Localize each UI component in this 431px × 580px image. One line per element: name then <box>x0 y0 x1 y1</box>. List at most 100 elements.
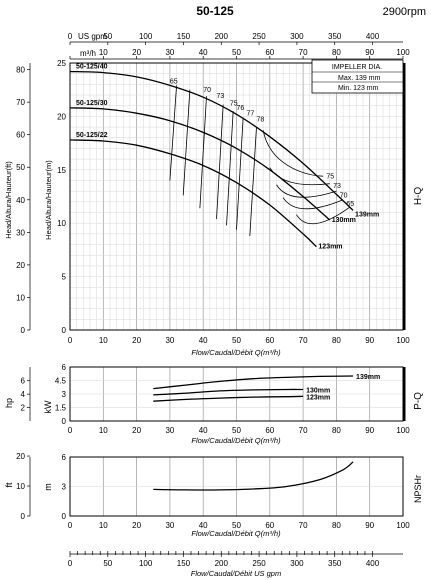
pq-kw-label: kW <box>43 400 53 414</box>
efficiency-label: 70 <box>340 193 348 200</box>
efficiency-label: 73 <box>217 93 225 100</box>
hq-y-tick-label: 5 <box>62 273 67 282</box>
npsh-x-tick-label: 10 <box>99 521 108 530</box>
efficiency-line <box>296 206 350 225</box>
impeller-max: Max. 139 mm <box>338 75 381 82</box>
ft-tick-label: 10 <box>16 293 25 302</box>
bottom-axis-tick-label: 100 <box>139 559 153 568</box>
ft-tick-label: 30 <box>16 228 25 237</box>
top-usgpm-tick-label: 50 <box>103 32 112 41</box>
ft-tick-label: 80 <box>16 66 25 75</box>
npsh-x-tick-label: 50 <box>232 521 241 530</box>
efficiency-label: 70 <box>203 87 211 94</box>
efficiency-peak-line <box>262 130 324 177</box>
pq-x-tick-label: 20 <box>132 426 141 435</box>
bottom-axis-tick-label: 50 <box>103 559 112 568</box>
npsh-ft-tick-label: 0 <box>21 512 26 521</box>
impeller-min: Min. 123 mm <box>338 85 379 92</box>
efficiency-line <box>236 117 244 230</box>
top-usgpm-unit: US gpm <box>78 32 107 41</box>
pq-curve-139mm <box>153 375 354 390</box>
bottom-axis-tick-label: 400 <box>366 559 380 568</box>
top-usgpm-tick-label: 0 <box>68 32 73 41</box>
ft-tick-label: 20 <box>16 261 25 270</box>
impeller-box-title: IMPELLER DIA. <box>332 64 382 71</box>
hq-y-tick-label: 0 <box>62 326 67 335</box>
hp-tick-label: 6 <box>21 377 26 386</box>
npsh-panel-tag: NPSHr <box>413 475 423 503</box>
npsh-ft-label: ft <box>4 482 14 488</box>
bottom-axis-tick-label: 350 <box>328 559 342 568</box>
ft-tick-label: 0 <box>21 326 26 335</box>
hq-right-axis-label: Head/Altura/Hauteur(m) <box>44 160 53 240</box>
top-m3h-tick-label: 20 <box>132 48 141 57</box>
top-m3h-unit: m³/h <box>80 49 96 58</box>
pq-panel-tag: P-Q <box>413 392 424 410</box>
npsh-m-tick-label: 3 <box>62 483 67 492</box>
top-usgpm-tick-label: 350 <box>328 32 342 41</box>
bottom-axis-tick-label: 300 <box>290 559 304 568</box>
hq-x-tick-label: 90 <box>365 336 374 345</box>
npsh-x-tick-label: 80 <box>332 521 341 530</box>
hq-end-label: 139mm <box>355 211 379 218</box>
pq-x-tick-label: 0 <box>68 426 73 435</box>
hq-x-tick-label: 60 <box>265 336 274 345</box>
hq-end-label: 130mm <box>332 217 356 224</box>
pq-end-label: 130mm <box>306 388 330 395</box>
npsh-x-tick-label: 70 <box>299 521 308 530</box>
bottom-axis-tick-label: 250 <box>252 559 266 568</box>
npsh-x-axis-label: Flow/Caudal/Débit Q(m³/h) <box>191 529 281 538</box>
efficiency-line <box>269 167 330 186</box>
npsh-x-tick-label: 40 <box>199 521 208 530</box>
hq-x-tick-label: 10 <box>99 336 108 345</box>
efficiency-label: 75 <box>326 173 334 180</box>
npsh-m-tick-label: 6 <box>62 453 67 462</box>
npsh-x-tick-label: 90 <box>365 521 374 530</box>
pq-x-tick-label: 90 <box>365 426 374 435</box>
efficiency-label: 65 <box>170 78 178 85</box>
pq-x-tick-label: 60 <box>265 426 274 435</box>
ft-tick-label: 60 <box>16 131 25 140</box>
hq-y-tick-label: 10 <box>57 219 66 228</box>
top-m3h-tick-label: 80 <box>332 48 341 57</box>
kw-tick-label: 4.5 <box>55 377 67 386</box>
pq-x-axis-label: Flow/Caudal/Débit Q(m³/h) <box>191 436 281 445</box>
efficiency-line <box>249 127 257 237</box>
hq-x-tick-label: 20 <box>132 336 141 345</box>
hq-y-tick-label: 15 <box>57 166 66 175</box>
hq-curve-50-125/40 <box>69 70 354 211</box>
hp-tick-label: 4 <box>21 390 26 399</box>
kw-tick-label: 3 <box>62 390 67 399</box>
top-m3h-tick-label: 50 <box>232 48 241 57</box>
impeller-legend-box: IMPELLER DIA. Max. 139 mm Min. 123 mm <box>311 59 404 94</box>
plot-frame <box>69 456 404 517</box>
speed-label: 2900rpm <box>383 6 426 18</box>
hq-panel-tag: H-Q <box>413 187 424 206</box>
ft-tick-label: 40 <box>16 196 25 205</box>
pq-end-label: 123mm <box>306 394 330 401</box>
pq-curve-123mm <box>153 395 304 402</box>
npsh-x-tick-label: 100 <box>396 521 410 530</box>
kw-tick-label: 1.5 <box>55 404 67 413</box>
efficiency-line <box>182 89 191 196</box>
hq-panel: 0 10 20 30 40 50 60 70 80 0 5 10 15 20 25 0 10 20 30 40 50 60… <box>16 59 410 345</box>
npsh-m-tick-label: 0 <box>62 512 67 521</box>
efficiency-line <box>216 104 224 219</box>
hq-x-tick-label: 50 <box>232 336 241 345</box>
top-m3h-tick-label: 10 <box>99 48 108 57</box>
hq-x-tick-label: 30 <box>165 336 174 345</box>
top-usgpm-tick-label: 400 <box>366 32 380 41</box>
bottom-axis-tick-label: 200 <box>215 559 229 568</box>
npsh-ft-tick-label: 20 <box>16 452 25 461</box>
pq-x-tick-label: 40 <box>199 426 208 435</box>
hq-y-tick-label: 20 <box>57 112 66 121</box>
top-usgpm-tick-label: 200 <box>215 32 229 41</box>
pq-x-tick-label: 80 <box>332 426 341 435</box>
bottom-axis-tick-label: 0 <box>68 559 73 568</box>
hq-x-axis-label: Flow/Caudal/Débit Q(m³/h) <box>191 348 281 357</box>
top-usgpm-tick-label: 100 <box>139 32 153 41</box>
npsh-x-tick-label: 0 <box>68 521 73 530</box>
hq-x-tick-label: 80 <box>332 336 341 345</box>
